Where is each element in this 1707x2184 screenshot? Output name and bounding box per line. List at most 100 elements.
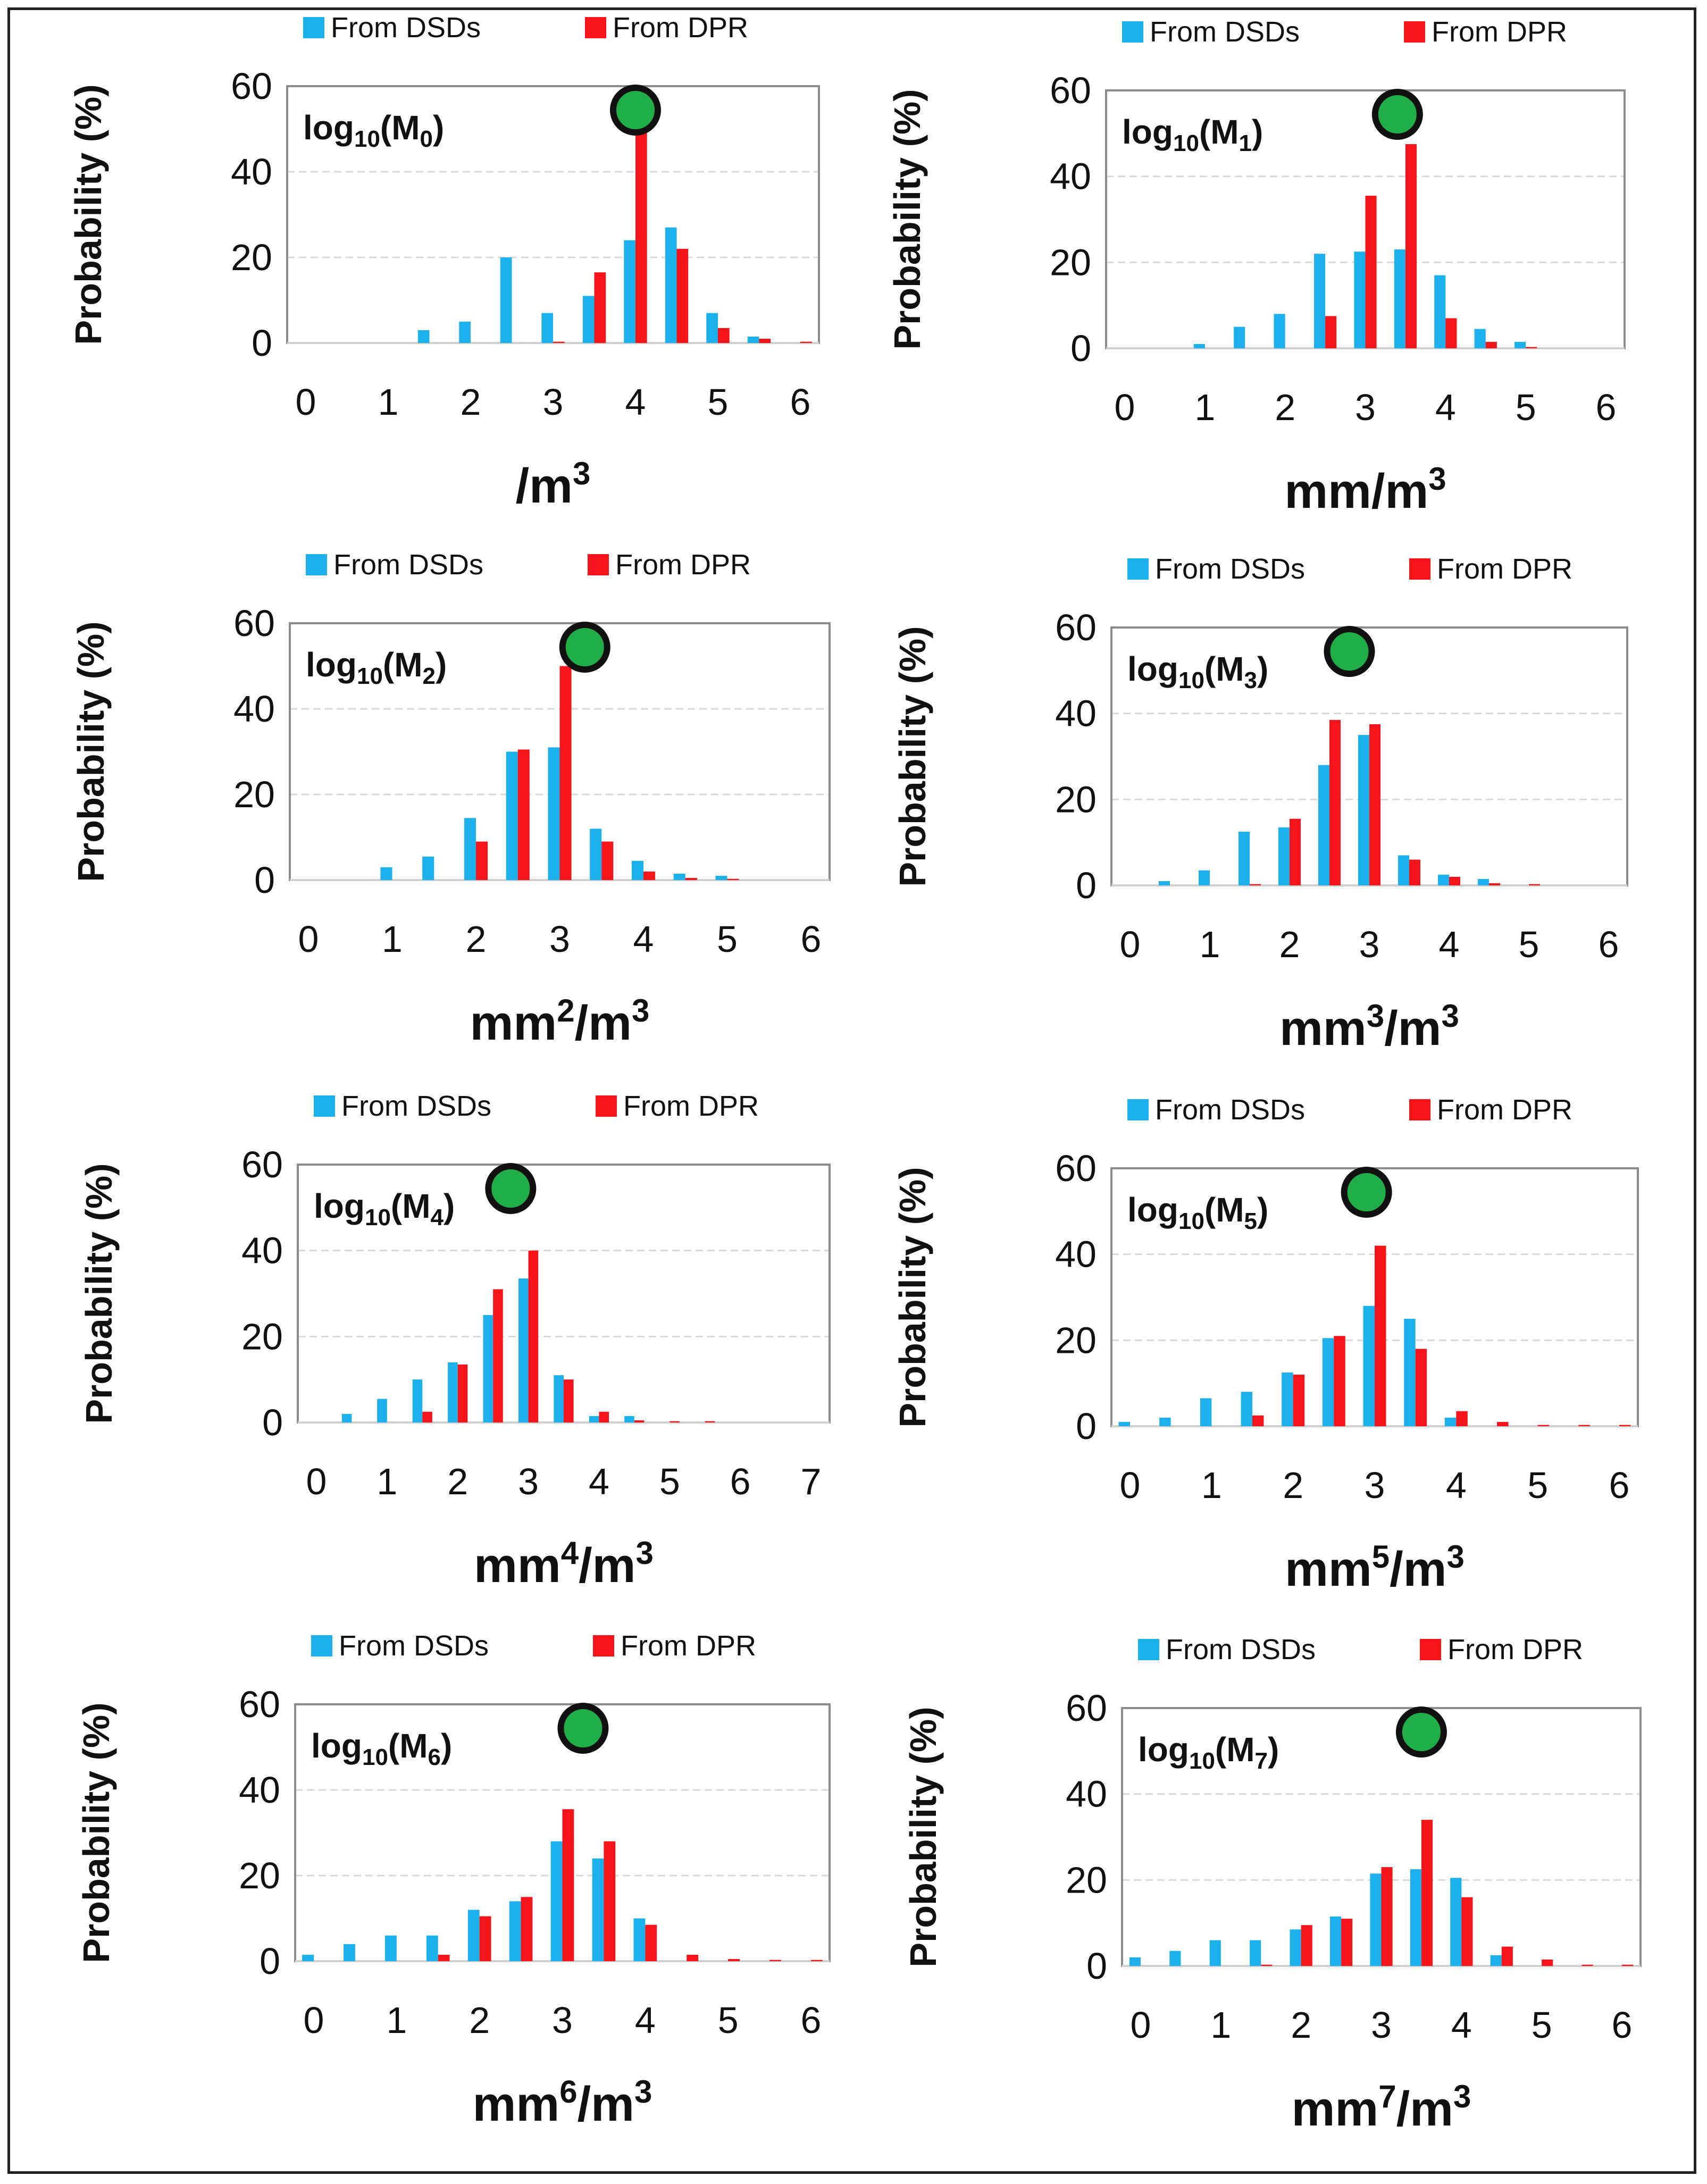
x-axis-title-unit: /m (578, 2077, 634, 2131)
y-tick-label: 60 (1066, 1687, 1107, 1729)
bar-dsd (1474, 329, 1486, 348)
x-axis-title: mm/m3 (1284, 461, 1446, 518)
x-axis-title-exponent: 7 (1378, 2079, 1396, 2114)
bar-dsd (550, 1841, 563, 1961)
panel-label-close: ) (1252, 113, 1263, 151)
x-tick-label: 1 (386, 1999, 407, 2041)
bar-dsd (1450, 1878, 1462, 1966)
x-tick-label: 0 (1120, 1465, 1141, 1506)
figure-frame (7, 7, 1696, 2174)
bar-dsd (377, 1399, 387, 1422)
panel-label-base: 10 (362, 1744, 388, 1770)
bar-dpr (1501, 1946, 1513, 1966)
peak-marker-icon (610, 85, 661, 136)
bar-dsd (1274, 314, 1285, 348)
legend-swatch-dpr (593, 1635, 614, 1656)
panel-label-log: log (1122, 113, 1173, 151)
bar-dpr (1381, 1867, 1393, 1966)
bar-dsd (1358, 735, 1369, 885)
x-tick-label: 4 (1439, 924, 1460, 965)
bar-dpr (705, 1421, 715, 1422)
bar-dsd (624, 1416, 634, 1422)
bar-dsd (1514, 341, 1526, 348)
legend-label-dsd: From DSDs (1155, 553, 1305, 585)
bar-dpr (517, 749, 530, 880)
y-tick-label: 40 (241, 1230, 283, 1271)
x-tick-label: 0 (1131, 2004, 1151, 2046)
bar-dsd (459, 321, 471, 343)
bar-dsd (1313, 254, 1326, 348)
bar-dsd (1250, 1940, 1261, 1966)
peak-marker-icon (557, 1703, 609, 1754)
bar-dsd (426, 1935, 438, 1961)
y-tick-label: 0 (262, 1402, 283, 1443)
x-axis-title-exponent: 3 (1441, 998, 1459, 1034)
bar-dsd (1129, 1957, 1141, 1966)
panel-label: log10(M7) (1138, 1730, 1279, 1774)
x-tick-label: 6 (1612, 2004, 1633, 2046)
legend-swatch-dpr (1420, 1639, 1441, 1660)
x-tick-label: 5 (659, 1461, 680, 1502)
bar-dsd (548, 747, 560, 880)
x-axis-title-base: mm (473, 2077, 560, 2131)
y-tick-label: 20 (233, 774, 275, 815)
y-tick-label: 20 (231, 237, 272, 278)
bar-dsd (1169, 1951, 1181, 1966)
bar-dpr (800, 341, 812, 343)
bar-dsd (467, 1910, 480, 1961)
panel-label-moment: (M (1204, 650, 1244, 688)
bar-dsd (673, 873, 685, 880)
legend-swatch-dsd (303, 17, 324, 38)
plot-area-border (286, 85, 820, 344)
x-tick-label: 3 (549, 918, 570, 960)
bar-dpr (564, 1379, 574, 1422)
bar-dsd (1193, 344, 1205, 348)
x-tick-label: 1 (376, 1461, 397, 1502)
x-axis-title-exponent: 3 (632, 993, 649, 1028)
x-tick-label: 3 (1371, 2004, 1392, 2046)
legend-label-dsd: From DSDs (1150, 16, 1300, 48)
x-tick-label: 3 (552, 1999, 573, 2041)
panel-label-moment: (M (1215, 1730, 1255, 1769)
bar-dsd (412, 1379, 423, 1422)
x-axis-title-base: mm (470, 996, 557, 1050)
x-tick-label: 0 (1115, 387, 1135, 428)
bar-dpr (1341, 1919, 1353, 1966)
x-tick-label: 5 (1516, 387, 1536, 428)
legend-label-dsd: From DSDs (1155, 1094, 1305, 1126)
bar-dsd (483, 1315, 493, 1422)
panel-label-log: log (314, 1187, 365, 1225)
x-axis-title: /m3 (516, 456, 591, 513)
bar-dsd (417, 330, 430, 343)
bar-dsd (1322, 1338, 1334, 1426)
bar-dsd (1234, 327, 1245, 348)
bar-dpr (1578, 1425, 1590, 1426)
x-axis-title: mm4/m3 (474, 1535, 654, 1593)
panel-label-close: ) (441, 1727, 452, 1765)
bar-dpr (559, 666, 572, 880)
x-tick-label: 6 (1596, 387, 1617, 428)
panel-label-log: log (1138, 1730, 1189, 1769)
y-axis-title: Probability (%) (902, 1706, 944, 1967)
bar-dsd (1444, 1417, 1457, 1426)
bar-dsd (624, 240, 635, 343)
legend-label-dpr: From DPR (1447, 1634, 1583, 1666)
bar-dpr (1290, 818, 1301, 885)
x-axis-title: mm2/m3 (470, 993, 650, 1050)
panel-label-subscript: 6 (428, 1744, 441, 1770)
y-tick-label: 20 (1066, 1859, 1107, 1901)
bar-dsd (506, 751, 518, 880)
bar-dsd (1241, 1392, 1252, 1426)
y-tick-label: 60 (1055, 1148, 1097, 1189)
bar-dpr (599, 1411, 609, 1422)
bar-dpr (438, 1954, 450, 1961)
x-axis-title-unit: /m (1371, 464, 1428, 518)
bar-dpr (1485, 341, 1497, 348)
x-tick-label: 6 (1599, 924, 1619, 965)
panel-label-log: log (303, 108, 354, 147)
bar-dpr (718, 328, 730, 343)
legend-swatch-dsd (1127, 558, 1149, 580)
bar-dpr (670, 1421, 680, 1422)
